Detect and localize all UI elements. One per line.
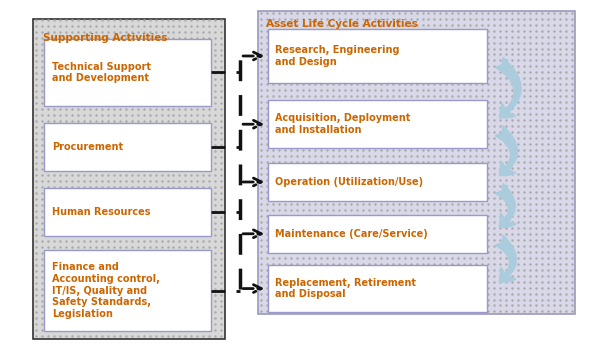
Bar — [44, 250, 211, 332]
Text: Procurement: Procurement — [52, 142, 123, 152]
Text: Replacement, Retirement
and Disposal: Replacement, Retirement and Disposal — [275, 278, 416, 299]
Bar — [268, 100, 487, 148]
Text: Finance and
Accounting control,
IT/IS, Quality and
Safety Standards,
Legislation: Finance and Accounting control, IT/IS, Q… — [52, 262, 160, 319]
Text: Asset Life Cycle Activities: Asset Life Cycle Activities — [266, 18, 418, 29]
Text: Acquisition, Deployment
and Installation: Acquisition, Deployment and Installation — [275, 113, 410, 135]
Bar — [258, 11, 575, 315]
Text: Supporting Activities: Supporting Activities — [43, 33, 168, 43]
Bar — [268, 163, 487, 201]
Text: Operation (Utilization/Use): Operation (Utilization/Use) — [275, 177, 423, 187]
Bar — [44, 39, 211, 106]
Bar — [268, 265, 487, 312]
Bar — [44, 188, 211, 236]
Bar — [44, 123, 211, 171]
Bar — [268, 215, 487, 253]
Text: Research, Engineering
and Design: Research, Engineering and Design — [275, 45, 400, 67]
Text: Human Resources: Human Resources — [52, 207, 150, 217]
Text: Technical Support
and Development: Technical Support and Development — [52, 62, 151, 83]
Text: Maintenance (Care/Service): Maintenance (Care/Service) — [275, 229, 428, 239]
Bar — [33, 18, 226, 339]
Bar — [268, 29, 487, 83]
